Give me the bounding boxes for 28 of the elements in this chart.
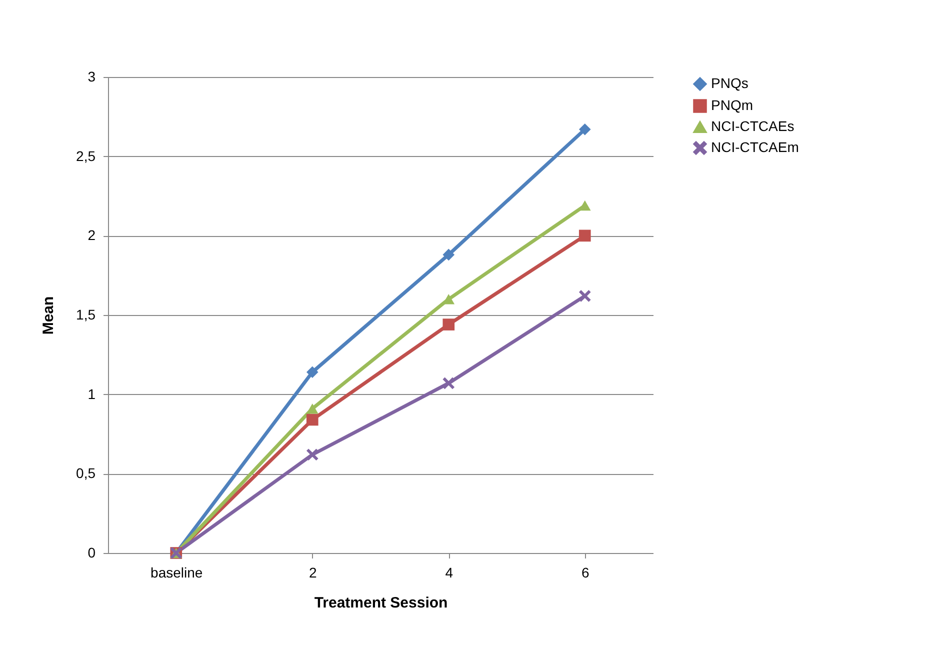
- legend-label: PNQs: [711, 75, 748, 91]
- text: 0: [88, 544, 96, 560]
- y-tick-label: 0,5: [76, 465, 96, 482]
- point: [442, 377, 455, 390]
- y-tick-label: 3: [88, 68, 96, 84]
- x-tick-label: 2: [308, 564, 317, 580]
- point: [306, 403, 318, 414]
- y-tick-label: 1: [88, 386, 96, 402]
- point: [578, 123, 591, 136]
- legend-label: NCI-CTCAEs: [711, 118, 794, 134]
- legend-label: NCI-CTCAEm: [711, 139, 799, 155]
- point: [578, 200, 591, 211]
- point: [306, 448, 318, 461]
- point: [442, 318, 455, 330]
- y-tick-label: 2,5: [76, 148, 96, 164]
- x-tick-label: 4: [445, 564, 454, 580]
- point: [306, 414, 318, 426]
- y-tick-label: 1,5: [76, 306, 96, 322]
- x-tick-label: 6: [581, 564, 590, 580]
- point: [578, 290, 591, 302]
- x-tick-label: baseline: [150, 564, 203, 580]
- legend-label: PNQm: [711, 97, 753, 113]
- x-axis-title: Treatment Session: [314, 594, 448, 612]
- y-tick-label: 2: [88, 227, 96, 244]
- point: [306, 366, 318, 378]
- point: [578, 230, 591, 242]
- point: [442, 248, 455, 261]
- y-axis-title: Mean: [40, 296, 58, 335]
